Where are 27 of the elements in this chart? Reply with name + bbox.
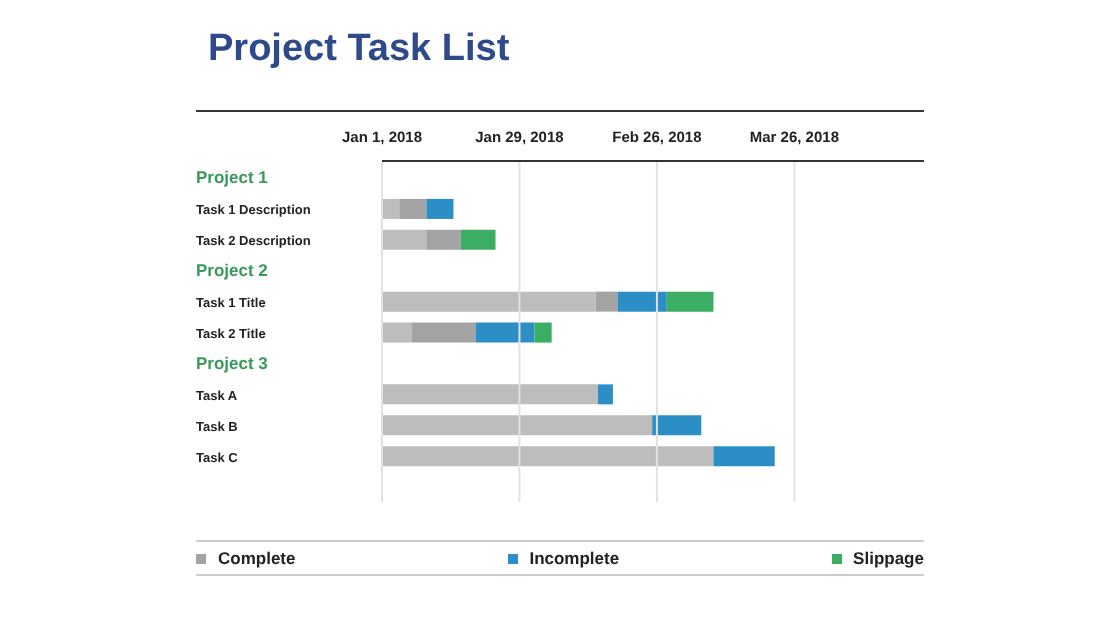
bar [411, 322, 476, 343]
bar [595, 291, 618, 312]
y-tick-label: Project 3 [196, 352, 269, 373]
bar [426, 229, 461, 250]
bar [382, 415, 653, 436]
legend-label: Complete [216, 548, 296, 568]
bar [399, 198, 427, 219]
bar [666, 291, 714, 312]
bar [534, 322, 552, 343]
bar [475, 322, 535, 343]
bar [382, 446, 714, 467]
bar [382, 229, 427, 250]
y-tick-label: Project 2 [196, 260, 269, 281]
bar [382, 322, 412, 343]
bar [460, 229, 496, 250]
bar [382, 198, 400, 219]
bar [598, 384, 613, 405]
legend-label: Incomplete [527, 548, 620, 568]
bar [426, 198, 454, 219]
bar [652, 415, 702, 436]
bar [617, 291, 667, 312]
y-tick-label: Project 1 [196, 167, 269, 188]
chart-title: Project Task List [208, 28, 510, 72]
bar [713, 446, 775, 467]
legend-label: Slippage [851, 548, 924, 568]
bar [382, 291, 596, 312]
bar [382, 384, 599, 405]
